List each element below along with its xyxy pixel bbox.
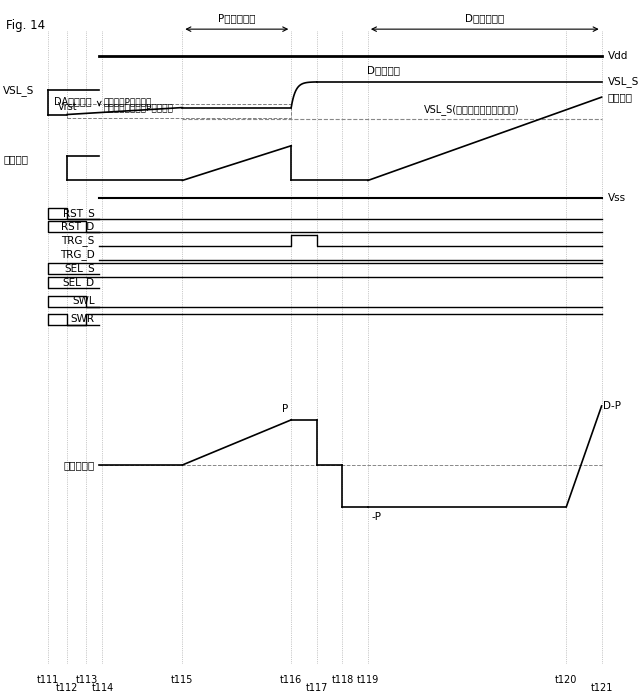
Text: 参照信号: 参照信号	[3, 155, 28, 164]
Text: SWL: SWL	[72, 296, 95, 306]
Text: t117: t117	[306, 683, 328, 693]
Text: Vrst: Vrst	[58, 103, 77, 112]
Text: -P: -P	[371, 512, 381, 522]
Text: Vdd: Vdd	[608, 51, 628, 60]
Text: Vss: Vss	[608, 193, 626, 203]
Text: VSL_S(動作点調整しない場合): VSL_S(動作点調整しない場合)	[424, 104, 520, 115]
Text: SEL_S: SEL_S	[64, 263, 95, 274]
Text: t111: t111	[37, 675, 59, 684]
Text: 差動増幅器の固有P相レベル: 差動増幅器の固有P相レベル	[104, 103, 173, 112]
Text: D-P: D-P	[603, 401, 621, 411]
Text: TRG_S: TRG_S	[61, 235, 95, 246]
Text: Fig. 14: Fig. 14	[6, 19, 45, 32]
Text: D相レベル: D相レベル	[367, 65, 401, 75]
Text: D相比較期間: D相比較期間	[465, 14, 504, 24]
Text: t119: t119	[357, 675, 379, 684]
Text: t112: t112	[56, 683, 78, 693]
Text: SWR: SWR	[70, 314, 95, 324]
Text: P: P	[282, 405, 288, 414]
Text: 最適動作P相レベル: 最適動作P相レベル	[104, 98, 152, 106]
Text: t118: t118	[332, 675, 353, 684]
Text: 参照信号: 参照信号	[608, 92, 633, 102]
Text: RST_S: RST_S	[63, 208, 95, 219]
Text: DA性能改善: DA性能改善	[54, 96, 92, 105]
Bar	[67, 104, 291, 118]
Text: VSL_S: VSL_S	[608, 76, 639, 87]
Text: VSL_S: VSL_S	[3, 85, 35, 96]
Text: t121: t121	[591, 683, 612, 693]
Text: t116: t116	[280, 675, 302, 684]
Text: カウント値: カウント値	[63, 460, 95, 470]
Text: t113: t113	[76, 675, 97, 684]
Text: TRG_D: TRG_D	[60, 249, 95, 260]
Text: SEL_D: SEL_D	[63, 277, 95, 288]
Text: t115: t115	[172, 675, 193, 684]
Text: t120: t120	[556, 675, 577, 684]
Text: t114: t114	[92, 683, 113, 693]
Text: RST_D: RST_D	[61, 221, 95, 232]
Text: P相比較期間: P相比較期間	[218, 14, 255, 24]
